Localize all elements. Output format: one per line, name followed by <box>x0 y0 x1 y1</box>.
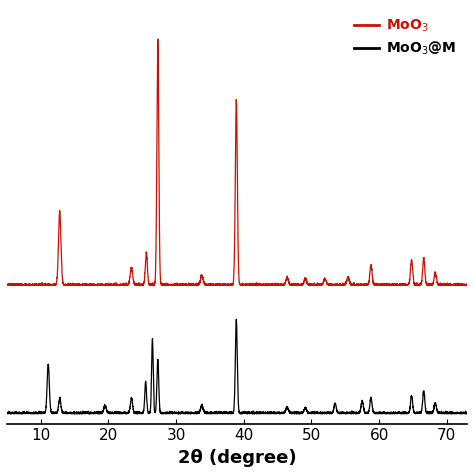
Legend: MoO$_3$, MoO$_3$@M: MoO$_3$, MoO$_3$@M <box>349 14 460 62</box>
X-axis label: 2θ (degree): 2θ (degree) <box>178 449 296 467</box>
